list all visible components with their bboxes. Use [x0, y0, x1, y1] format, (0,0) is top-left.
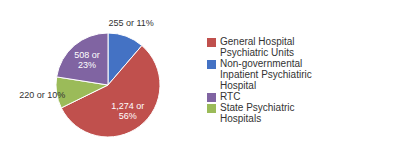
- html-text:Non-governmental Inpatient Psy: Non-governmental Inpatient Psychiatiric …: [220, 58, 312, 91]
- svg-text:508 or23%: 508 or23%: [74, 50, 100, 70]
- html-text:RTC: RTC: [220, 91, 241, 102]
- svg-text:1,274 or56%: 1,274 or56%: [111, 101, 144, 121]
- html-text:General Hospital Psychiatric U: General Hospital Psychiatric Units: [220, 36, 295, 58]
- html-text:State Psychiatric Hospitals: State Psychiatric Hospitals: [220, 102, 295, 124]
- svg-text:220 or 10%: 220 or 10%: [19, 90, 65, 100]
- svg-text:255 or 11%: 255 or 11%: [108, 18, 153, 28]
